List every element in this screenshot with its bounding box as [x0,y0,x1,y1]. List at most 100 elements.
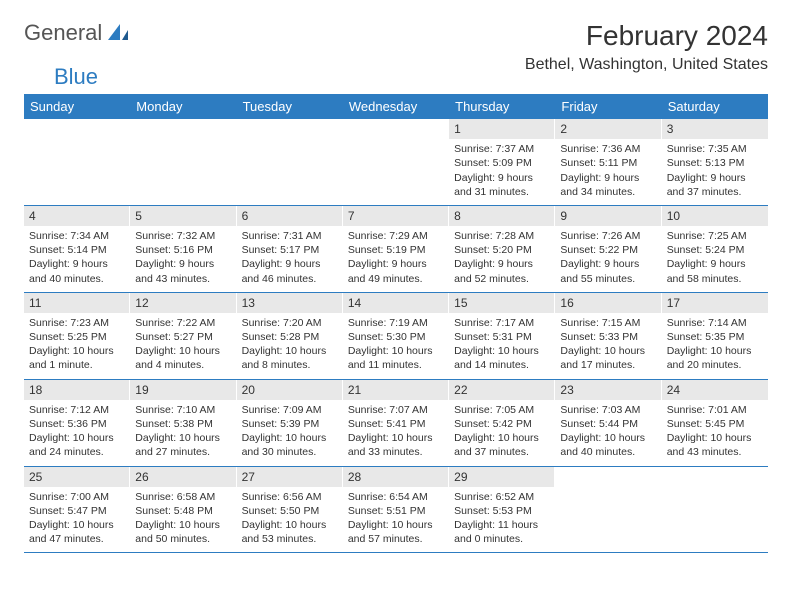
calendar-cell: 20Sunrise: 7:09 AMSunset: 5:39 PMDayligh… [237,380,343,466]
sunset-text: Sunset: 5:51 PM [348,504,444,518]
sunrise-text: Sunrise: 7:09 AM [242,403,338,417]
calendar-cell: 19Sunrise: 7:10 AMSunset: 5:38 PMDayligh… [130,380,236,466]
sunrise-text: Sunrise: 6:58 AM [135,490,231,504]
daylight2-text: and 37 minutes. [454,445,550,459]
daylight1-text: Daylight: 10 hours [242,431,338,445]
sunset-text: Sunset: 5:31 PM [454,330,550,344]
sunrise-text: Sunrise: 7:19 AM [348,316,444,330]
calendar-cell: 8Sunrise: 7:28 AMSunset: 5:20 PMDaylight… [449,206,555,292]
date-number: 12 [130,293,236,313]
calendar-cell: 7Sunrise: 7:29 AMSunset: 5:19 PMDaylight… [343,206,449,292]
daylight1-text: Daylight: 10 hours [135,431,231,445]
daylight2-text: and 53 minutes. [242,532,338,546]
sunset-text: Sunset: 5:41 PM [348,417,444,431]
daylight2-text: and 57 minutes. [348,532,444,546]
calendar: Sunday Monday Tuesday Wednesday Thursday… [24,94,768,553]
daylight1-text: Daylight: 9 hours [348,257,444,271]
sunset-text: Sunset: 5:13 PM [667,156,763,170]
sunrise-text: Sunrise: 7:15 AM [560,316,656,330]
calendar-cell: 3Sunrise: 7:35 AMSunset: 5:13 PMDaylight… [662,119,768,205]
calendar-cell: 13Sunrise: 7:20 AMSunset: 5:28 PMDayligh… [237,293,343,379]
daylight2-text: and 43 minutes. [135,272,231,286]
calendar-cell: 1Sunrise: 7:37 AMSunset: 5:09 PMDaylight… [449,119,555,205]
date-number: 28 [343,467,449,487]
date-number: 15 [449,293,555,313]
daylight1-text: Daylight: 9 hours [560,257,656,271]
day-header-fri: Friday [555,94,661,119]
date-number: 8 [449,206,555,226]
daylight2-text: and 4 minutes. [135,358,231,372]
daylight2-text: and 47 minutes. [29,532,125,546]
calendar-cell: 22Sunrise: 7:05 AMSunset: 5:42 PMDayligh… [449,380,555,466]
logo: General [24,20,132,46]
sunrise-text: Sunrise: 7:05 AM [454,403,550,417]
calendar-cell [130,119,236,205]
sunset-text: Sunset: 5:28 PM [242,330,338,344]
daylight1-text: Daylight: 10 hours [348,344,444,358]
sunset-text: Sunset: 5:16 PM [135,243,231,257]
daylight2-text: and 20 minutes. [667,358,763,372]
sunset-text: Sunset: 5:33 PM [560,330,656,344]
sunset-text: Sunset: 5:19 PM [348,243,444,257]
daylight1-text: Daylight: 10 hours [29,344,125,358]
daylight1-text: Daylight: 9 hours [29,257,125,271]
calendar-cell [343,119,449,205]
week-row: 11Sunrise: 7:23 AMSunset: 5:25 PMDayligh… [24,293,768,380]
calendar-cell: 12Sunrise: 7:22 AMSunset: 5:27 PMDayligh… [130,293,236,379]
sunset-text: Sunset: 5:17 PM [242,243,338,257]
calendar-cell: 14Sunrise: 7:19 AMSunset: 5:30 PMDayligh… [343,293,449,379]
daylight1-text: Daylight: 9 hours [454,171,550,185]
sunset-text: Sunset: 5:24 PM [667,243,763,257]
calendar-cell: 25Sunrise: 7:00 AMSunset: 5:47 PMDayligh… [24,467,130,553]
sunset-text: Sunset: 5:48 PM [135,504,231,518]
daylight2-text: and 14 minutes. [454,358,550,372]
day-header-sun: Sunday [24,94,130,119]
sunrise-text: Sunrise: 7:36 AM [560,142,656,156]
daylight2-text: and 0 minutes. [454,532,550,546]
daylight2-text: and 49 minutes. [348,272,444,286]
week-row: 18Sunrise: 7:12 AMSunset: 5:36 PMDayligh… [24,380,768,467]
sunrise-text: Sunrise: 7:37 AM [454,142,550,156]
calendar-cell: 26Sunrise: 6:58 AMSunset: 5:48 PMDayligh… [130,467,236,553]
date-number: 3 [662,119,768,139]
sunrise-text: Sunrise: 7:32 AM [135,229,231,243]
daylight1-text: Daylight: 9 hours [135,257,231,271]
sunset-text: Sunset: 5:20 PM [454,243,550,257]
sunrise-text: Sunrise: 7:25 AM [667,229,763,243]
date-number: 5 [130,206,236,226]
sunrise-text: Sunrise: 7:31 AM [242,229,338,243]
daylight2-text: and 50 minutes. [135,532,231,546]
calendar-cell: 9Sunrise: 7:26 AMSunset: 5:22 PMDaylight… [555,206,661,292]
daylight2-text: and 46 minutes. [242,272,338,286]
sunrise-text: Sunrise: 7:03 AM [560,403,656,417]
date-number: 29 [449,467,555,487]
date-number: 11 [24,293,130,313]
date-number: 6 [237,206,343,226]
week-row: 4Sunrise: 7:34 AMSunset: 5:14 PMDaylight… [24,206,768,293]
sunset-text: Sunset: 5:45 PM [667,417,763,431]
sunrise-text: Sunrise: 7:22 AM [135,316,231,330]
daylight1-text: Daylight: 11 hours [454,518,550,532]
sunset-text: Sunset: 5:53 PM [454,504,550,518]
sunrise-text: Sunrise: 7:20 AM [242,316,338,330]
sunrise-text: Sunrise: 7:14 AM [667,316,763,330]
calendar-cell [662,467,768,553]
calendar-cell [555,467,661,553]
daylight1-text: Daylight: 9 hours [667,257,763,271]
sunrise-text: Sunrise: 7:12 AM [29,403,125,417]
week-row: 1Sunrise: 7:37 AMSunset: 5:09 PMDaylight… [24,119,768,206]
daylight1-text: Daylight: 10 hours [135,344,231,358]
calendar-cell: 18Sunrise: 7:12 AMSunset: 5:36 PMDayligh… [24,380,130,466]
month-title: February 2024 [525,20,768,52]
daylight2-text: and 11 minutes. [348,358,444,372]
date-number: 21 [343,380,449,400]
sunrise-text: Sunrise: 7:10 AM [135,403,231,417]
calendar-cell: 16Sunrise: 7:15 AMSunset: 5:33 PMDayligh… [555,293,661,379]
date-number: 13 [237,293,343,313]
daylight1-text: Daylight: 9 hours [242,257,338,271]
sunrise-text: Sunrise: 6:54 AM [348,490,444,504]
daylight1-text: Daylight: 10 hours [135,518,231,532]
date-number: 27 [237,467,343,487]
daylight2-text: and 24 minutes. [29,445,125,459]
day-header-sat: Saturday [662,94,768,119]
